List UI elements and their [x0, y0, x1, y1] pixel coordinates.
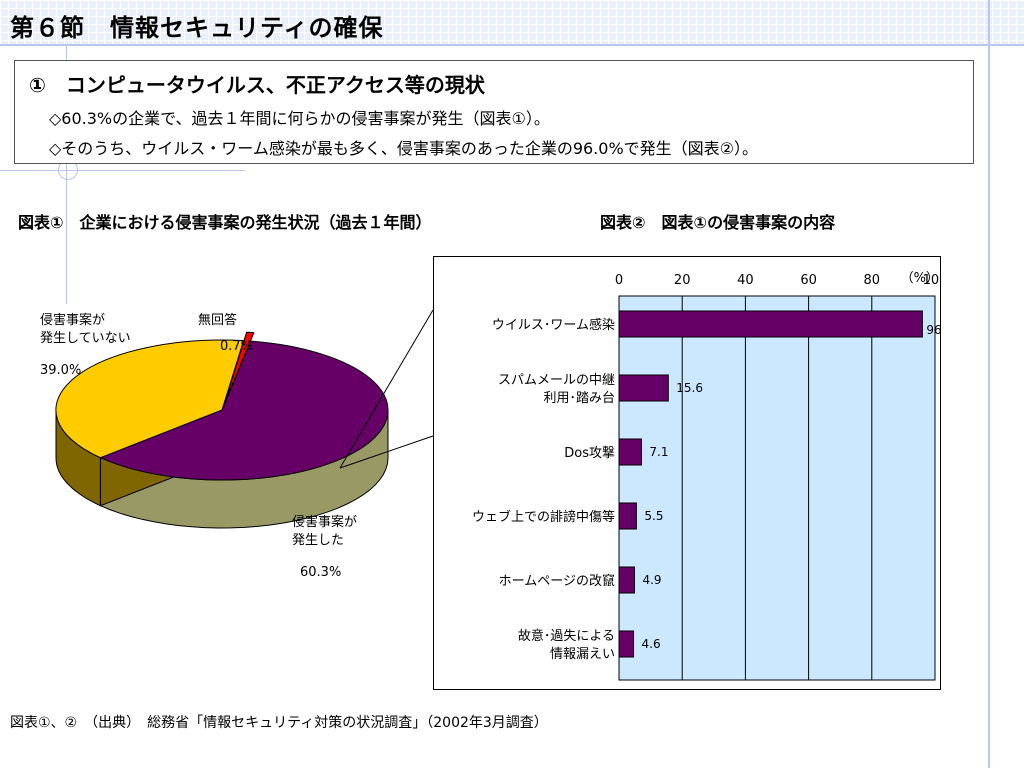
- x-tick-label: 100: [923, 273, 941, 288]
- x-tick-label: 20: [674, 273, 691, 288]
- category-label: ホームページの改竄: [499, 573, 615, 589]
- bar-value-label: 96.0: [926, 323, 941, 337]
- category-label: スパムメールの中継: [498, 373, 615, 388]
- decorative-line: [988, 0, 990, 768]
- bar-value-label: 5.5: [644, 509, 663, 523]
- x-tick-label: 40: [737, 273, 754, 288]
- category-label: 情報漏えい: [550, 646, 615, 662]
- pie-slice: [55, 339, 245, 459]
- decorative-line: [0, 44, 1024, 46]
- pie-value-not-occurred: 39.0%: [40, 363, 82, 378]
- x-tick-label: 80: [864, 273, 881, 288]
- summary-heading: ① コンピュータウイルス、不正アクセス等の現状: [29, 73, 485, 97]
- page-title: 第６節 情報セキュリティの確保: [10, 14, 384, 42]
- bar-value-label: 15.6: [676, 381, 703, 395]
- category-label: ウイルス･ワーム感染: [492, 317, 615, 333]
- pie-slice: [224, 331, 255, 402]
- bar: [618, 502, 637, 530]
- bar: [618, 566, 635, 594]
- bar: [618, 630, 635, 658]
- pie-label-line: 侵害事案が: [40, 313, 106, 328]
- pie-label-not-occurred: 侵害事案が 発生していない: [40, 312, 131, 348]
- bar: [618, 374, 669, 402]
- pie-value-occurred: 60.3%: [300, 565, 342, 580]
- bar-chart: 0 20 40 60 80 100（%） 96.0 ウイルス･ワーム感染 15.6 スパムメールの…: [472, 271, 941, 681]
- pie-label-occurred: 侵害事案が 発生した: [292, 514, 357, 550]
- category-label: ウェブ上での誹謗中傷等: [472, 509, 615, 525]
- pie-label-line: 侵害事案が: [292, 515, 358, 530]
- x-tick-label: 0: [615, 273, 623, 288]
- bar: [618, 310, 923, 338]
- summary-box: ① コンピュータウイルス、不正アクセス等の現状 ◇60.3%の企業で、過去１年間…: [14, 60, 974, 164]
- pie-label-line: 発生していない: [40, 331, 131, 346]
- figure2-title: 図表② 図表①の侵害事案の内容: [600, 213, 836, 232]
- category-label: 故意･過失による: [518, 628, 615, 644]
- x-tick-label: 60: [800, 273, 817, 288]
- category-label: 利用･踏み台: [543, 391, 615, 406]
- pie-chart: [55, 331, 389, 529]
- bar-value-label: 7.1: [649, 445, 668, 459]
- title-band: [0, 0, 1024, 44]
- bar: [618, 438, 642, 466]
- unit-label: （%）: [901, 271, 939, 286]
- bar-value-label: 4.9: [642, 573, 661, 587]
- bar-plot-area: [618, 295, 936, 681]
- category-label: Dos攻撃: [564, 445, 615, 461]
- pie-value-no-answer: 0.7%: [220, 339, 254, 354]
- summary-line: ◇そのうち、ウイルス・ワーム感染が最も多く、侵害事案のあった企業の96.0%で発…: [49, 139, 758, 158]
- pie-label-line: 発生した: [292, 533, 345, 548]
- pie-label-no-answer: 無回答: [198, 313, 238, 328]
- figure1-title: 図表① 企業における侵害事案の発生状況（過去１年間）: [18, 213, 432, 232]
- bar-value-label: 4.6: [642, 637, 661, 651]
- source-footer: 図表①、② （出典） 総務省「情報セキュリティ対策の状況調査」（2002年3月調…: [10, 715, 548, 731]
- summary-line: ◇60.3%の企業で、過去１年間に何らかの侵害事案が発生（図表①）。: [49, 109, 550, 128]
- decorative-line: [0, 170, 245, 171]
